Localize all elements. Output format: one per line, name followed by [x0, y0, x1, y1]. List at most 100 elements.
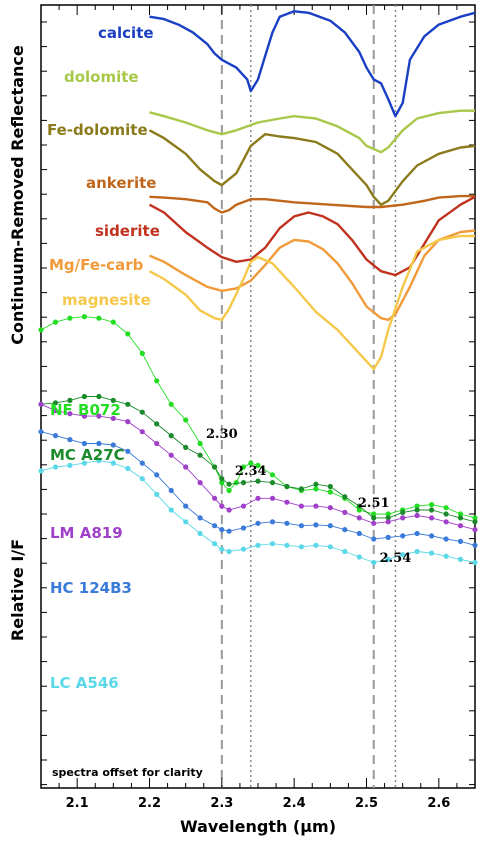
data-point — [81, 440, 87, 447]
data-point — [197, 480, 203, 486]
data-point — [255, 478, 261, 484]
data-point — [125, 419, 131, 425]
data-point — [240, 464, 247, 470]
data-point — [457, 515, 464, 521]
data-point — [183, 503, 189, 509]
data-point — [414, 507, 420, 513]
data-point — [38, 468, 44, 474]
data-point — [219, 546, 225, 552]
x-axis-title: Wavelength (µm) — [180, 817, 336, 836]
series-label-lm-a819: LM A819 — [50, 524, 123, 542]
data-point — [371, 520, 377, 526]
data-point — [414, 512, 420, 519]
data-point — [38, 327, 44, 333]
x-tick-label: 2.3 — [210, 796, 233, 811]
data-point — [125, 401, 131, 407]
data-point — [226, 548, 232, 555]
data-point — [125, 448, 131, 454]
data-point — [385, 511, 391, 517]
series-label-lc-a546: LC A546 — [50, 674, 119, 692]
data-point — [96, 393, 102, 400]
data-point — [284, 483, 290, 490]
data-point — [81, 314, 87, 320]
data-point — [457, 538, 464, 545]
data-point — [154, 472, 160, 478]
reference-label-2-54: 2.54 — [380, 551, 412, 566]
data-point — [255, 462, 261, 468]
data-point — [52, 408, 59, 414]
data-point — [110, 442, 116, 448]
data-point — [168, 487, 174, 494]
data-point — [284, 542, 290, 548]
reference-lines — [220, 5, 397, 788]
data-point — [342, 509, 348, 515]
data-point — [298, 544, 304, 550]
x-tick-label: 2.2 — [138, 796, 161, 811]
data-point — [327, 505, 333, 511]
data-point — [429, 533, 435, 539]
data-point — [110, 460, 116, 466]
data-point — [139, 476, 145, 482]
data-point — [52, 400, 59, 406]
data-point — [269, 472, 276, 478]
series-label-hc-124b3: HC 124B3 — [50, 579, 132, 597]
data-point — [371, 559, 377, 566]
data-point — [212, 495, 218, 501]
data-point — [154, 440, 160, 447]
data-point — [356, 507, 362, 513]
data-point — [429, 515, 435, 521]
data-point — [226, 528, 232, 534]
data-point — [219, 527, 225, 533]
data-point — [356, 554, 362, 560]
data-point — [298, 523, 304, 529]
data-point — [400, 515, 406, 521]
data-point — [429, 502, 435, 508]
data-point — [52, 319, 59, 325]
y-axis-title-bottom: Relative I/F — [8, 539, 27, 641]
data-point — [429, 550, 435, 556]
data-point — [154, 491, 160, 497]
data-point — [81, 393, 87, 400]
data-point — [429, 507, 435, 513]
data-point — [240, 503, 247, 509]
series-line-dolomite — [149, 109, 475, 154]
data-point — [67, 462, 73, 468]
data-point — [168, 507, 174, 513]
data-point — [67, 437, 73, 443]
x-tick-label: 2.5 — [355, 796, 378, 811]
data-point — [385, 534, 391, 541]
y-ticks — [41, 21, 475, 786]
data-point — [327, 489, 333, 495]
data-point — [371, 511, 377, 517]
data-point — [67, 411, 73, 417]
data-point — [197, 530, 203, 537]
x-tick-label: 2.1 — [66, 796, 89, 811]
data-point — [356, 515, 362, 521]
data-point — [125, 465, 131, 472]
data-point — [183, 444, 189, 450]
series-line-mg-fe-carb — [149, 229, 476, 321]
series-line-fe-dolomite — [148, 129, 476, 206]
data-point — [197, 440, 203, 447]
series-line-siderite — [148, 195, 476, 277]
data-point — [110, 397, 116, 403]
data-point — [96, 458, 102, 464]
series-label-calcite: calcite — [98, 24, 154, 42]
data-point — [443, 511, 449, 517]
data-point — [313, 481, 319, 487]
data-point — [457, 523, 464, 529]
data-point — [472, 527, 478, 533]
data-point — [472, 542, 478, 548]
data-point — [443, 519, 449, 525]
series-line-magnesite — [148, 234, 475, 371]
data-point — [371, 515, 377, 521]
data-point — [96, 440, 102, 447]
data-point — [472, 559, 478, 566]
series-labels: calcite dolomite Fe-dolomite ankerite sideri… — [47, 24, 411, 692]
series-label-dolomite: dolomite — [64, 68, 139, 86]
data-point — [327, 483, 333, 490]
series-line-ankerite — [149, 194, 475, 214]
data-point — [168, 452, 174, 458]
data-point — [443, 553, 449, 559]
